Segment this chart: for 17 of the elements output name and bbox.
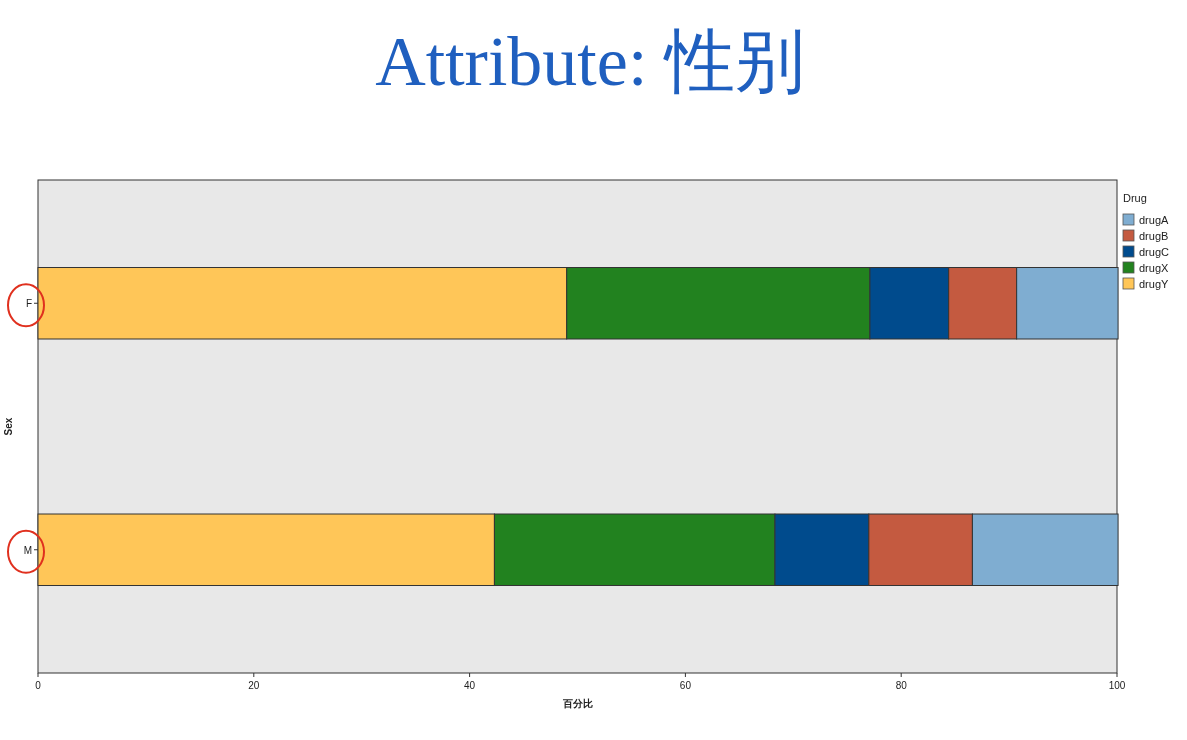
legend-label: drugC bbox=[1139, 246, 1170, 258]
chart-title: Attribute: 性别 bbox=[375, 23, 805, 100]
y-axis-title: Sex bbox=[3, 417, 14, 436]
x-tick-label: 40 bbox=[464, 680, 476, 691]
x-tick-label: 60 bbox=[679, 680, 692, 691]
y-tick-label: F bbox=[25, 298, 32, 310]
x-tick-label: 80 bbox=[895, 680, 908, 691]
x-tick-label: 0 bbox=[35, 680, 42, 691]
y-tick-label: M bbox=[23, 544, 32, 556]
x-tick-label: 100 bbox=[1108, 680, 1126, 691]
x-axis-title: 百分比 bbox=[561, 698, 593, 709]
legend-label: drugY bbox=[1139, 278, 1170, 290]
legend-label: drugA bbox=[1139, 214, 1170, 226]
legend-label: drugB bbox=[1139, 230, 1169, 242]
legend-title: Drug bbox=[1123, 192, 1147, 204]
x-tick-label: 20 bbox=[248, 680, 260, 691]
legend-label: drugX bbox=[1139, 262, 1170, 274]
